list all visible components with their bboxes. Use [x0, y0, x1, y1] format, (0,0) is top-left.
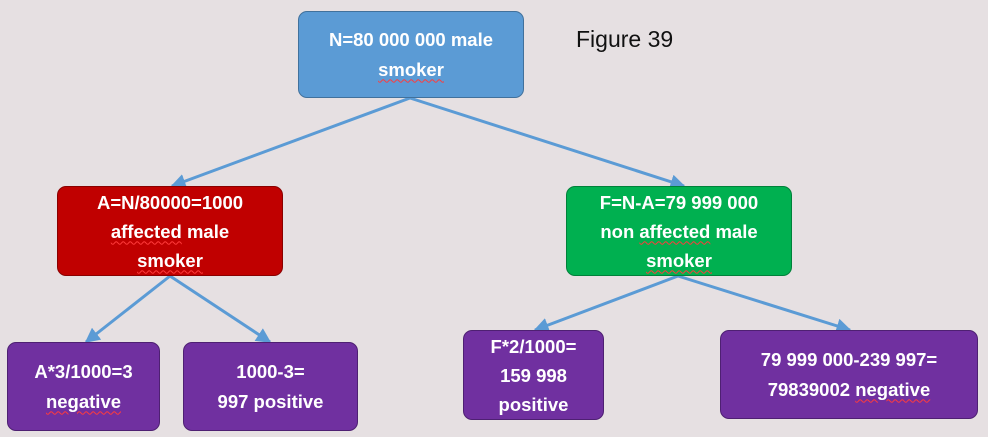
node-non-affected-line2-word: affected	[639, 220, 711, 242]
node-non-affected-positive-line3: positive	[498, 393, 569, 415]
node-non-affected-line1: F=N-A=79 999 000	[599, 191, 759, 213]
node-affected-line3: smoker	[137, 249, 203, 271]
node-affected-line2: affected male	[111, 217, 229, 246]
edge-affected-to-positive	[169, 274, 272, 344]
node-affected-line1: A=N/80000=1000	[96, 191, 244, 213]
node-affected-negative-line2: negative	[45, 390, 122, 412]
node-non-affected-positive-line2: 159 998	[500, 364, 567, 386]
node-non-affected-negative-line2-word: negative	[855, 378, 931, 400]
node-affected-line2-word: affected	[110, 220, 182, 242]
node-non-affected-negative-line2: 79839002 negative	[768, 375, 931, 405]
node-non-affected-line3: smoker	[646, 249, 712, 271]
edge-affected-to-negative	[84, 274, 171, 344]
node-non-affected-positive: F*2/1000= 159 998 positive	[463, 330, 604, 420]
node-non-affected-negative-line2-pre: 79839002	[767, 378, 856, 400]
node-affected: A=N/80000=1000 affected male smoker	[57, 186, 283, 276]
node-root-line1: N=80 000 000 male	[328, 28, 494, 50]
node-root: N=80 000 000 male smoker	[298, 11, 524, 98]
node-affected-positive: 1000-3= 997 positive	[183, 342, 358, 431]
node-non-affected-negative-line1: 79 999 000-239 997=	[760, 348, 938, 370]
node-affected-positive-line1: 1000-3=	[236, 360, 305, 382]
node-non-affected-line2: non affected male	[600, 217, 757, 246]
node-root-line2: smoker	[378, 58, 444, 80]
edge-non-affected-to-negative	[677, 274, 852, 334]
figure-label: Figure 39	[576, 26, 674, 52]
node-affected-negative-line1: A*3/1000=3	[34, 360, 133, 382]
node-non-affected-line2-pre: non	[600, 220, 640, 242]
node-affected-positive-line2: 997 positive	[217, 390, 324, 412]
edge-root-to-affected	[170, 96, 411, 189]
node-non-affected: F=N-A=79 999 000 non affected male smoke…	[566, 186, 792, 276]
edge-non-affected-to-positive	[533, 274, 679, 333]
node-non-affected-line2-rest: male	[710, 220, 758, 242]
node-affected-line2-rest: male	[181, 220, 230, 242]
node-affected-negative: A*3/1000=3 negative	[7, 342, 160, 431]
edge-root-to-non-affected	[409, 96, 686, 190]
node-non-affected-positive-line1: F*2/1000=	[490, 335, 577, 357]
node-non-affected-negative: 79 999 000-239 997= 79839002 negative	[720, 330, 978, 419]
